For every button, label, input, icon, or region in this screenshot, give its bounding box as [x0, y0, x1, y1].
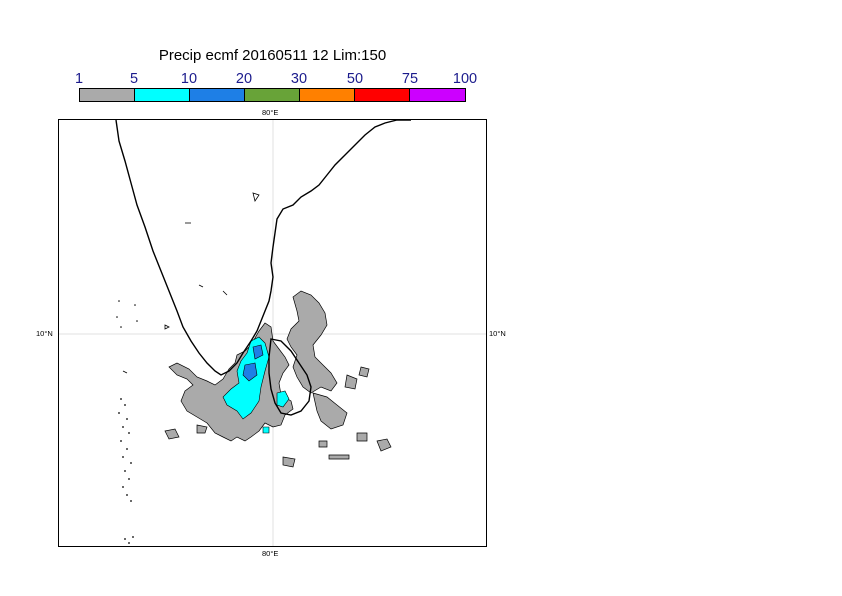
islands	[122, 192, 260, 374]
legend-tick: 50	[346, 71, 364, 87]
island-6	[122, 370, 128, 374]
colorbar-segment	[355, 89, 411, 101]
precip-small-5	[328, 454, 350, 460]
map-title: Precip ecmf 20160511 12 Lim:150	[158, 47, 387, 64]
legend-tick: 100	[452, 71, 478, 87]
map-canvas	[59, 120, 486, 546]
map-frame	[58, 119, 487, 547]
precip-small-1	[344, 374, 358, 390]
precip-east-patch	[286, 290, 338, 394]
maldives-islands	[116, 300, 138, 544]
precip-grey-areas	[164, 290, 392, 468]
precip-small-2	[358, 366, 370, 378]
colorbar-segment	[190, 89, 246, 101]
island-1	[252, 192, 260, 202]
precip-blue-core-1	[252, 344, 264, 360]
precip-blue-areas	[242, 344, 264, 382]
colorbar-segment	[245, 89, 301, 101]
legend-tick: 5	[129, 71, 139, 87]
precip-cyan-small	[262, 426, 270, 434]
precip-southeast-patch	[312, 392, 348, 430]
precip-cyan-east	[276, 390, 290, 408]
legend-tick: 1	[74, 71, 84, 87]
precip-small-4	[282, 456, 296, 468]
longitude-label-bottom: 80°E	[262, 549, 279, 558]
latitude-label-left: 10°N	[36, 329, 53, 338]
precip-small-6	[356, 432, 368, 442]
legend-tick: 75	[401, 71, 419, 87]
precip-small-8	[318, 440, 328, 448]
colorbar-segment	[135, 89, 191, 101]
longitude-label-top: 80°E	[262, 108, 279, 117]
island-5	[198, 284, 204, 288]
colorbar-segment	[80, 89, 136, 101]
colorbar-segment	[300, 89, 356, 101]
precip-blue-core-2	[242, 362, 258, 382]
precip-small-3	[164, 428, 180, 440]
island-4	[222, 290, 228, 296]
precip-small-7	[376, 438, 392, 452]
precip-small-9	[196, 424, 208, 434]
sri-lanka-coastline	[268, 338, 312, 416]
latitude-label-right: 10°N	[489, 329, 506, 338]
colorbar-segment	[410, 89, 466, 101]
colorbar	[79, 88, 467, 102]
legend-tick: 10	[180, 71, 198, 87]
india-coastline	[115, 120, 411, 376]
legend-tick: 30	[290, 71, 308, 87]
precip-main-patch	[168, 322, 294, 442]
legend-tick: 20	[235, 71, 253, 87]
island-3	[164, 324, 170, 330]
